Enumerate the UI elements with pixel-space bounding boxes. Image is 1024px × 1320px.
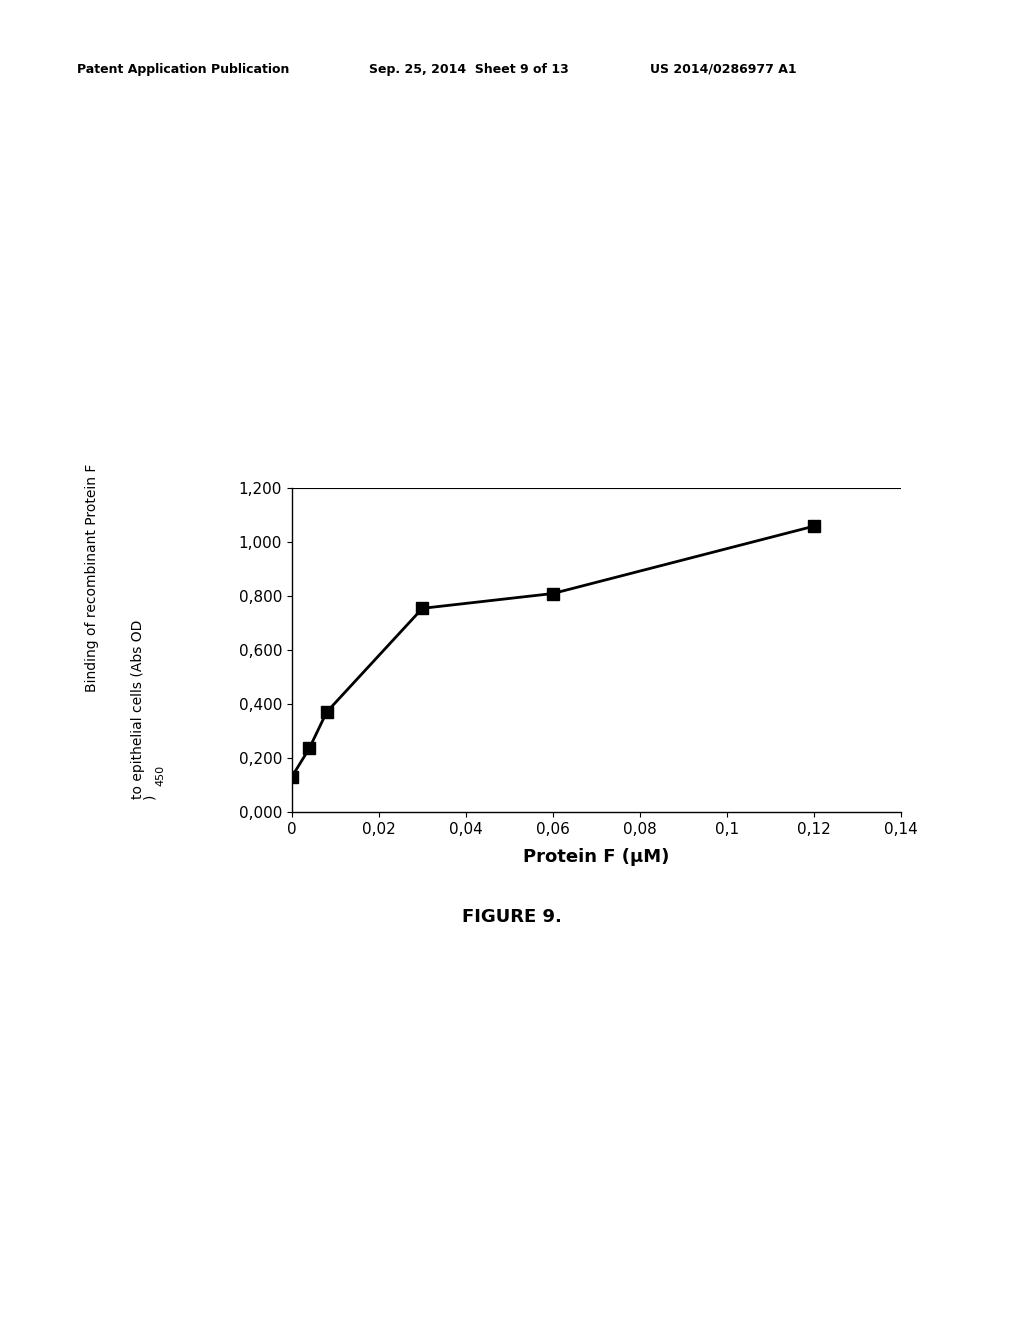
Text: 450: 450 (156, 764, 166, 787)
Text: FIGURE 9.: FIGURE 9. (462, 908, 562, 927)
Text: Patent Application Publication: Patent Application Publication (77, 62, 289, 75)
Text: ): ) (142, 793, 157, 800)
X-axis label: Protein F (μM): Protein F (μM) (523, 847, 670, 866)
Text: Binding of recombinant Protein F: Binding of recombinant Protein F (85, 463, 99, 692)
Text: to epithelial cells (Abs OD: to epithelial cells (Abs OD (131, 620, 145, 799)
Text: Sep. 25, 2014  Sheet 9 of 13: Sep. 25, 2014 Sheet 9 of 13 (369, 62, 568, 75)
Text: US 2014/0286977 A1: US 2014/0286977 A1 (650, 62, 797, 75)
